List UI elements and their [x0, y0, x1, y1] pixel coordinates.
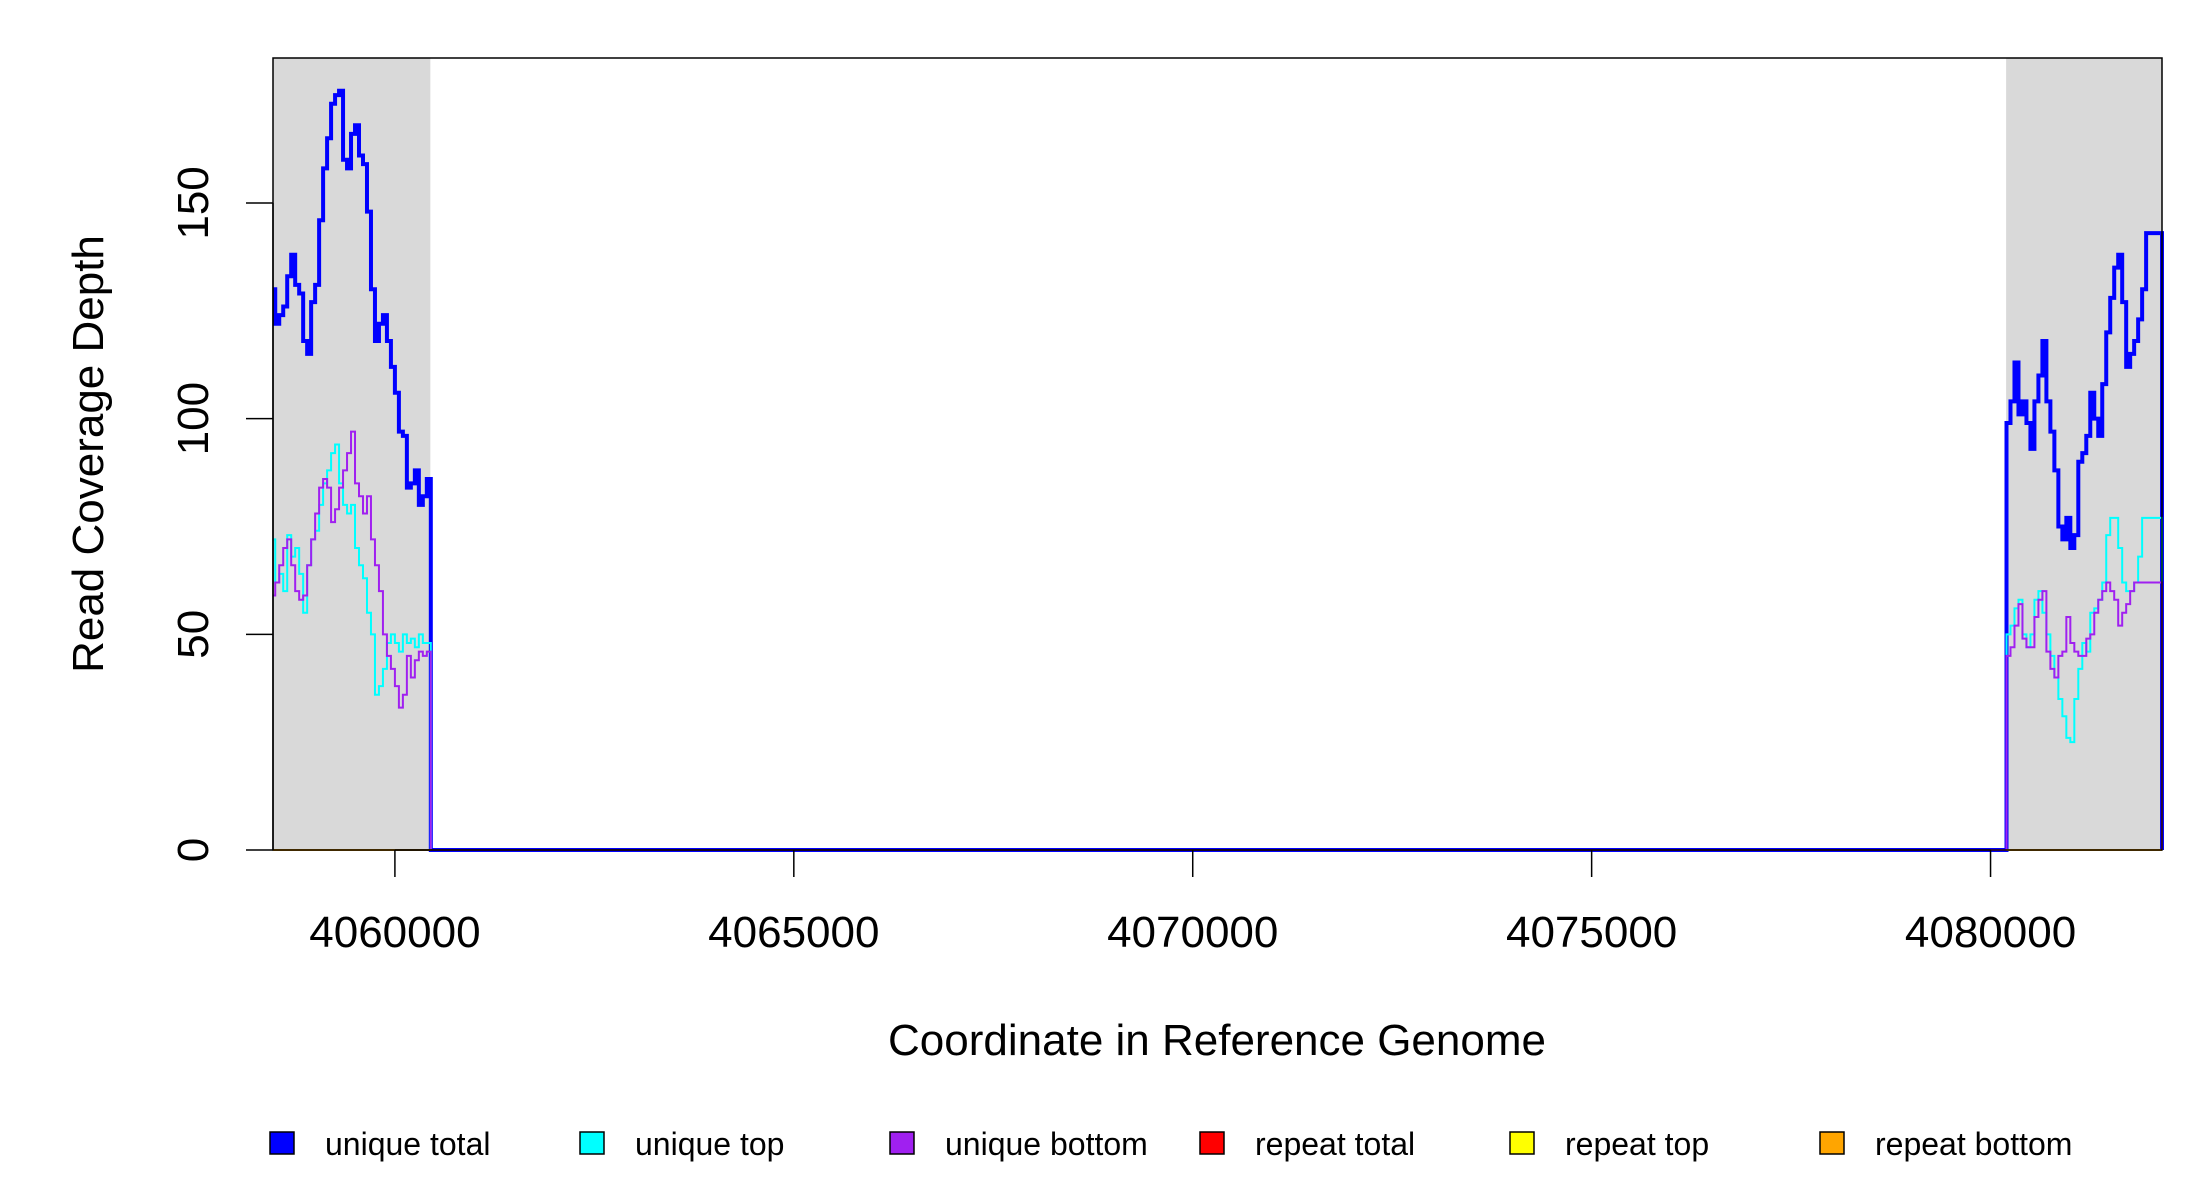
- legend-swatch: [1509, 1131, 1535, 1155]
- legend-item: repeat bottom: [1819, 1126, 2072, 1162]
- legend-item: repeat total: [1199, 1126, 1415, 1162]
- legend-swatch: [1819, 1131, 1845, 1155]
- highlighted-regions: [273, 58, 2162, 850]
- series-line-unique-bottom: [273, 430, 2163, 851]
- x-axis-title: Coordinate in Reference Genome: [888, 1016, 1546, 1065]
- legend-item: unique total: [269, 1126, 490, 1162]
- y-tick-label: 100: [169, 382, 218, 455]
- x-tick-label: 4070000: [1107, 908, 1278, 957]
- legend-swatch: [269, 1131, 295, 1155]
- x-tick-label: 4060000: [309, 908, 480, 957]
- series-line-unique-top: [273, 443, 2163, 851]
- legend-label: repeat top: [1565, 1126, 1709, 1162]
- x-axis: 4060000 4065000 4070000 4075000 4080000: [309, 849, 2076, 957]
- y-tick-label: 150: [169, 166, 218, 239]
- y-tick-label: 50: [169, 610, 218, 659]
- legend-label: repeat total: [1255, 1126, 1415, 1162]
- x-tick-label: 4065000: [708, 908, 879, 957]
- legend-swatch: [889, 1131, 915, 1155]
- legend-label: repeat bottom: [1875, 1126, 2072, 1162]
- legend-item: unique bottom: [889, 1126, 1148, 1162]
- legend-label: unique bottom: [945, 1126, 1148, 1162]
- series-lines: [273, 88, 2164, 852]
- series-line-unique-total: [273, 88, 2164, 852]
- x-tick-label: 4075000: [1506, 908, 1677, 957]
- legend-swatch: [1199, 1131, 1225, 1155]
- plot-frame: [272, 57, 2163, 851]
- y-axis-title: Read Coverage Depth: [64, 235, 113, 673]
- y-axis: 0 50 100 150: [169, 166, 274, 862]
- legend-item: repeat top: [1509, 1126, 1709, 1162]
- legend-item: unique top: [579, 1126, 784, 1162]
- legend-label: unique total: [325, 1126, 490, 1162]
- y-tick-label: 0: [169, 838, 218, 862]
- legend: unique total unique top unique bottom repea…: [269, 1126, 2072, 1162]
- legend-label: unique top: [635, 1126, 784, 1162]
- legend-swatch: [579, 1131, 605, 1155]
- x-tick-label: 4080000: [1905, 908, 2076, 957]
